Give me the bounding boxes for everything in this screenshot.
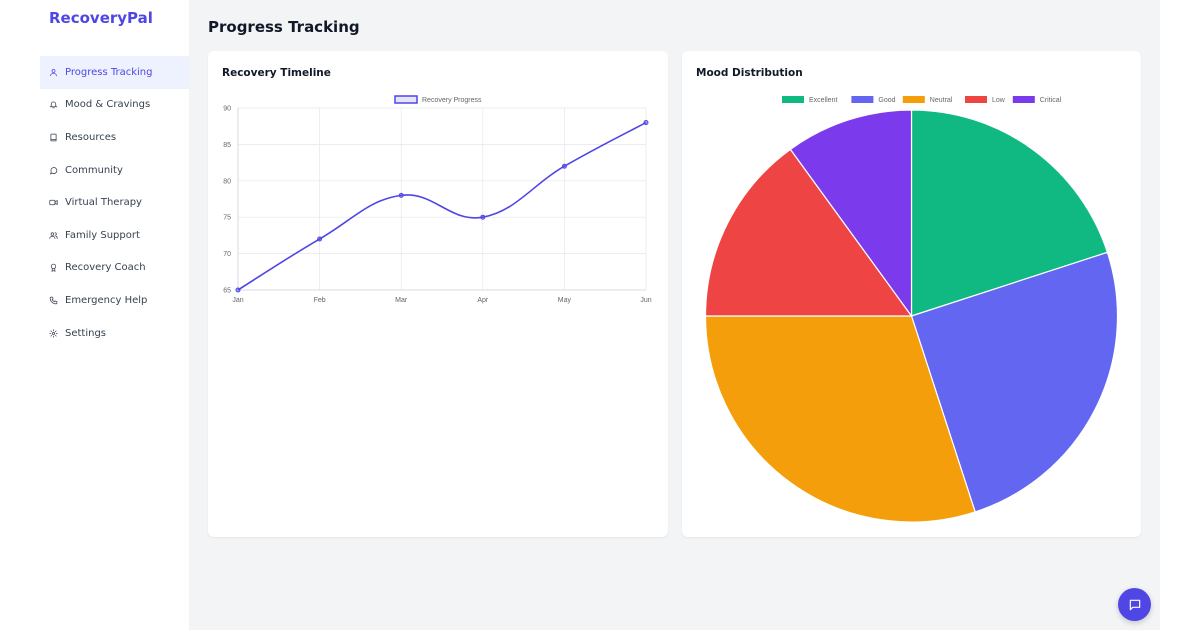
recovery-timeline-chart: Recovery Progress 65 70 75 80 85 90 Jan Feb Mar Ap… (223, 95, 652, 304)
mood-distribution-card: Mood Distribution Excellent Good Neutral Lo… (682, 51, 1141, 537)
sidebar-item-label: Settings (65, 327, 107, 339)
users-icon (49, 231, 58, 240)
card-title: Mood Distribution (696, 67, 803, 79)
award-icon (49, 263, 58, 273)
sidebar-item-label: Community (65, 164, 123, 176)
phone-icon (49, 296, 58, 305)
sidebar-item-label: Progress Tracking (65, 66, 153, 78)
book-icon (49, 133, 58, 142)
bell-icon (49, 100, 58, 109)
series-line-recovery-progress (237, 121, 647, 291)
legend-swatch (1012, 96, 1035, 103)
sidebar-item-label: Mood & Cravings (65, 99, 151, 111)
legend-label: Excellent (809, 97, 837, 104)
user-icon (49, 68, 58, 77)
legend-label: Low (992, 97, 1006, 104)
legend-label: Critical (1040, 97, 1062, 104)
recovery-timeline-card: Recovery Timeline Recovery Progress 65 70 7… (208, 51, 668, 537)
legend-item[interactable]: Critical (1012, 96, 1062, 104)
x-tick-label: Apr (477, 297, 489, 304)
sidebar-item-virtual-therapy[interactable]: Virtual Therapy (40, 186, 189, 219)
legend-swatch (782, 96, 804, 103)
sidebar-item-progress-tracking[interactable]: Progress Tracking (40, 56, 189, 89)
sidebar-item-resources[interactable]: Resources (40, 121, 189, 154)
data-point[interactable] (561, 163, 567, 169)
pie-slice-neutral[interactable] (704, 315, 976, 523)
x-tick-label: Feb (314, 297, 326, 304)
sidebar-item-family-support[interactable]: Family Support (40, 219, 189, 252)
card-title: Recovery Timeline (222, 67, 331, 79)
video-icon (49, 198, 58, 207)
chat-icon (1128, 598, 1142, 612)
mood-distribution-chart: Excellent Good Neutral Low Critical (704, 96, 1119, 523)
y-tick-label: 85 (223, 142, 231, 149)
brand-logo[interactable]: RecoveryPal (49, 9, 153, 27)
y-tick-label: 80 (223, 178, 231, 185)
legend-label: Recovery Progress (422, 97, 482, 104)
legend-swatch (851, 96, 874, 103)
gear-icon (49, 328, 58, 338)
page-title: Progress Tracking (208, 18, 360, 36)
sidebar-item-label: Family Support (65, 229, 140, 241)
x-tick-label: Jan (232, 297, 243, 304)
sidebar-item-mood-cravings[interactable]: Mood & Cravings (40, 89, 189, 122)
x-tick-label: May (558, 297, 572, 304)
legend-item[interactable]: Neutral (902, 96, 953, 104)
legend-label: Good (878, 97, 895, 104)
sidebar-nav: Progress Tracking Mood & Cravings Resour… (40, 56, 189, 349)
data-point[interactable] (235, 287, 241, 293)
sidebar-item-community[interactable]: Community (40, 154, 189, 187)
sidebar: RecoveryPal Progress Tracking Mood & Cra… (40, 0, 189, 630)
message-circle-icon (49, 166, 58, 175)
chat-button[interactable] (1118, 588, 1151, 621)
sidebar-item-label: Virtual Therapy (65, 197, 142, 209)
data-point[interactable] (398, 192, 404, 198)
legend-swatch (902, 96, 925, 103)
legend-item[interactable]: Recovery Progress (394, 95, 482, 104)
data-point[interactable] (317, 236, 323, 242)
data-point[interactable] (643, 120, 649, 126)
pie-slice-low[interactable] (704, 148, 913, 317)
legend-item[interactable]: Excellent (782, 96, 837, 104)
legend-swatch (394, 95, 418, 104)
legend-item[interactable]: Low (965, 96, 1006, 104)
y-tick-label: 65 (223, 288, 231, 295)
sidebar-item-settings[interactable]: Settings (40, 317, 189, 350)
sidebar-item-recovery-coach[interactable]: Recovery Coach (40, 252, 189, 285)
y-tick-label: 75 (223, 215, 231, 222)
y-tick-label: 90 (223, 106, 231, 113)
legend-item[interactable]: Good (851, 96, 896, 104)
pie-slice-excellent[interactable] (910, 109, 1109, 317)
main-content: Progress Tracking Recovery Timeline Reco… (189, 0, 1160, 630)
legend-swatch (965, 96, 987, 103)
sidebar-item-label: Emergency Help (65, 294, 148, 306)
legend-label: Neutral (930, 97, 953, 104)
x-tick-label: Jun (640, 297, 651, 304)
sidebar-item-label: Resources (65, 131, 117, 143)
x-tick-label: Mar (395, 297, 408, 304)
pie-slice-good[interactable] (910, 251, 1119, 513)
pie-slice-critical[interactable] (789, 109, 913, 318)
sidebar-item-label: Recovery Coach (65, 262, 146, 274)
data-point[interactable] (480, 214, 486, 220)
y-tick-label: 70 (223, 251, 231, 258)
sidebar-item-emergency-help[interactable]: Emergency Help (40, 284, 189, 317)
